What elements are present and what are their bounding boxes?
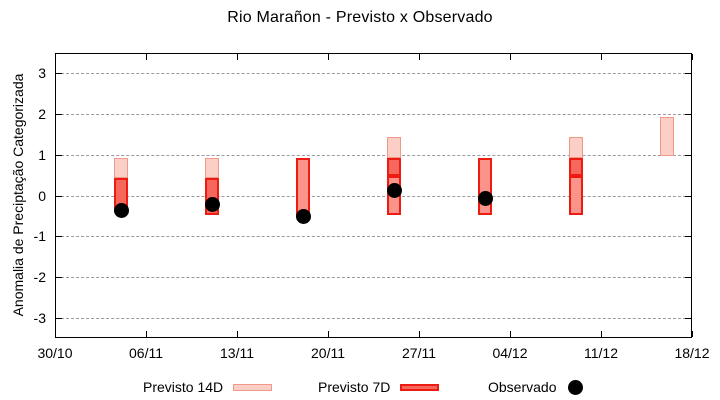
x-tick-label: 04/12 (492, 345, 528, 361)
observado-point (477, 191, 493, 207)
gridline (56, 317, 691, 319)
bar-segment-p7 (569, 176, 583, 215)
bar-segment-p14 (114, 157, 128, 179)
y-tick-right (685, 236, 691, 238)
x-tick-label: 30/10 (37, 345, 73, 361)
x-tick-top (55, 54, 56, 60)
x-tick-label: 06/11 (129, 345, 163, 361)
y-tick-right (685, 73, 691, 75)
bar-segment-overlap (569, 157, 583, 177)
legend-item-previsto-7d: Previsto 7D (318, 379, 440, 395)
gridline (56, 73, 691, 75)
y-tick-label: 2 (38, 106, 46, 123)
observado-point (386, 182, 402, 198)
legend-label-observado: Observado (488, 379, 557, 395)
x-tick-top (510, 54, 511, 60)
bar-segment-p7 (478, 157, 492, 215)
x-tick-top (419, 54, 420, 60)
x-tick-top (146, 54, 147, 60)
plot-area (55, 53, 693, 338)
y-tick-left (56, 317, 62, 319)
x-tick-bottom (55, 331, 56, 337)
x-tick-bottom (510, 331, 511, 337)
observado-point (113, 203, 129, 219)
bar-segment-p14 (569, 137, 583, 158)
x-tick-bottom (419, 331, 420, 337)
gridline (56, 236, 691, 238)
y-tick-label: 1 (38, 146, 46, 163)
legend-item-previsto-14d: Previsto 14D (143, 379, 273, 395)
legend-label-previsto-14d: Previsto 14D (143, 379, 224, 395)
x-tick-bottom (237, 331, 238, 337)
y-tick-label: -1 (33, 228, 46, 245)
y-tick-left (56, 195, 62, 197)
y-tick-label: -3 (33, 309, 46, 326)
observado-point (204, 197, 220, 213)
y-tick-right (685, 276, 691, 278)
x-tick-label: 20/11 (311, 345, 345, 361)
x-tick-bottom (692, 331, 693, 337)
x-tick-label: 27/11 (402, 345, 436, 361)
x-tick-label: 11/12 (584, 345, 618, 361)
legend-label-previsto-7d: Previsto 7D (318, 379, 391, 395)
gridline (56, 114, 691, 116)
y-tick-right (685, 154, 691, 156)
x-tick-bottom (601, 331, 602, 337)
gridline (56, 195, 691, 197)
x-tick-label: 18/12 (674, 345, 710, 361)
y-tick-left (56, 276, 62, 278)
x-tick-top (237, 54, 238, 60)
legend-item-observado: Observado (488, 379, 584, 395)
y-tick-left (56, 114, 62, 116)
y-tick-right (685, 195, 691, 197)
y-tick-left (56, 154, 62, 156)
bar-segment-overlap (387, 157, 401, 177)
x-tick-bottom (328, 331, 329, 337)
bar-segment-p14 (387, 137, 401, 158)
bar-segment-p14 (660, 117, 674, 156)
y-tick-right (685, 114, 691, 116)
previsto-7d-swatch-icon (400, 383, 440, 391)
observado-point (295, 209, 311, 225)
y-tick-left (56, 236, 62, 238)
x-tick-bottom (146, 331, 147, 337)
bar-segment-p14 (205, 157, 219, 179)
gridline (56, 154, 691, 156)
y-tick-label: 3 (38, 65, 46, 82)
y-tick-label: 0 (38, 187, 46, 204)
bar-segment-p7 (296, 157, 310, 217)
x-tick-label: 13/11 (220, 345, 254, 361)
y-tick-left (56, 73, 62, 75)
x-tick-top (328, 54, 329, 60)
gridline (56, 276, 691, 278)
previsto-14d-swatch-icon (233, 383, 273, 391)
x-tick-top (692, 54, 693, 60)
chart-title: Rio Marañon - Previsto x Observado (227, 9, 493, 26)
y-tick-right (685, 317, 691, 319)
y-tick-label: -2 (33, 268, 46, 285)
x-tick-top (601, 54, 602, 60)
observado-swatch-icon (568, 379, 584, 395)
